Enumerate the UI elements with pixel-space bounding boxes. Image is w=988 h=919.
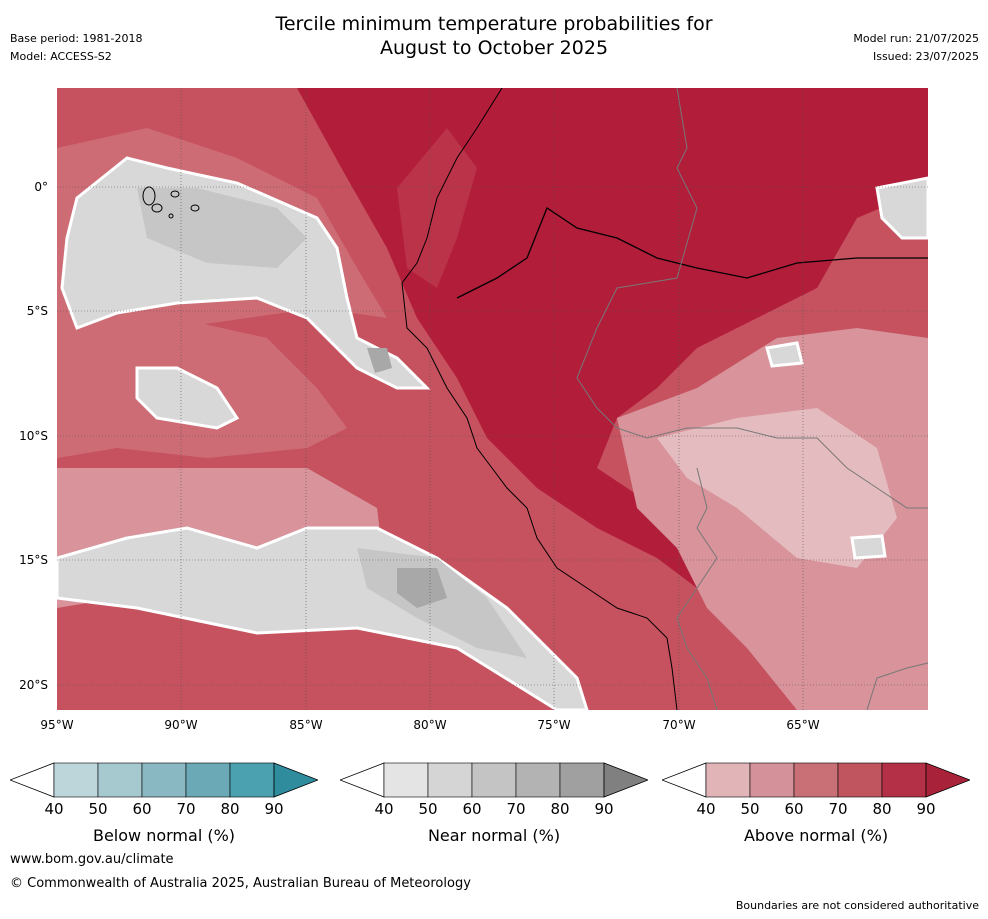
lon-label-75w: 75°W xyxy=(537,718,571,732)
colorbar-near-low-extend xyxy=(340,762,385,798)
colorbar-near-bin-5 xyxy=(559,762,605,798)
national-border-se xyxy=(866,662,928,710)
colorbar-above-tick: 70 xyxy=(828,800,848,818)
colorbar-below-tick: 40 xyxy=(44,800,64,818)
probability-map xyxy=(57,88,928,710)
colorbar-below-high-extend xyxy=(273,762,318,798)
map-svg xyxy=(57,88,928,710)
colorbar-near-tick: 50 xyxy=(418,800,438,818)
colorbar-above-bin-4 xyxy=(837,762,883,798)
lat-label-5s: 5°S xyxy=(26,304,48,318)
lat-label-0: 0° xyxy=(34,180,48,194)
colorbar-below-tick: 80 xyxy=(220,800,240,818)
lon-label-90w: 90°W xyxy=(164,718,198,732)
colorbar-below-bin-3 xyxy=(141,762,187,798)
colorbar-above-bin-3 xyxy=(793,762,839,798)
lon-label-65w: 65°W xyxy=(786,718,820,732)
colorbar-near-tick: 40 xyxy=(374,800,394,818)
colorbar-near-label: Near normal (%) xyxy=(427,826,561,845)
region-near-normal-e2 xyxy=(850,534,887,560)
colorbar-below-tick: 50 xyxy=(88,800,108,818)
meta-right: Model run: 21/07/2025 Issued: 23/07/2025 xyxy=(853,30,979,66)
national-border-north xyxy=(576,88,928,509)
colorbar-near xyxy=(340,762,648,798)
colorbar-below-bin-4 xyxy=(185,762,231,798)
colorbar-below-tick: 70 xyxy=(176,800,196,818)
region-near-normal-e1 xyxy=(765,341,804,368)
river-amazon xyxy=(456,207,928,299)
colorbar-below-label: Below normal (%) xyxy=(92,826,236,845)
chart-title: Tercile minimum temperature probabilitie… xyxy=(0,12,988,60)
colorbar-above-tick: 50 xyxy=(740,800,760,818)
colorbar-below-bin-1 xyxy=(53,762,99,798)
colorbar-near-high-extend xyxy=(603,762,648,798)
colorbar-above-bin-2 xyxy=(749,762,795,798)
website-text: www.bom.gov.au/climate xyxy=(10,852,174,867)
copyright-text: © Commonwealth of Australia 2025, Austra… xyxy=(10,876,471,891)
lon-label-70w: 70°W xyxy=(662,718,696,732)
colorbar-near-tick: 80 xyxy=(550,800,570,818)
coastline xyxy=(401,88,678,710)
meta-left: Base period: 1981-2018 Model: ACCESS-S2 xyxy=(10,30,142,66)
colorbar-above-bin-5 xyxy=(881,762,927,798)
colorbar-above-tick: 90 xyxy=(916,800,936,818)
colorbar-above-tick: 80 xyxy=(872,800,892,818)
lat-label-20s: 20°S xyxy=(19,678,48,692)
lon-label-95w: 95°W xyxy=(40,718,74,732)
region-near-60-north xyxy=(137,188,307,268)
colorbar-above-tick: 60 xyxy=(784,800,804,818)
model-run: Model run: 21/07/2025 xyxy=(853,32,979,45)
national-border-south xyxy=(676,467,718,710)
lat-label-15s: 15°S xyxy=(19,553,48,567)
colorbar-below-low-extend xyxy=(10,762,55,798)
colorbar-near-tick: 90 xyxy=(594,800,614,818)
colorbar-above-tick: 40 xyxy=(696,800,716,818)
colorbar-near-tick: 70 xyxy=(506,800,526,818)
colorbar-near-bin-1 xyxy=(383,762,429,798)
base-period: Base period: 1981-2018 xyxy=(10,32,143,45)
issued-date: Issued: 23/07/2025 xyxy=(872,50,979,63)
disclaimer-text: Boundaries are not considered authoritat… xyxy=(735,899,979,912)
region-above-70-sw xyxy=(57,608,537,710)
colorbar-near-bin-4 xyxy=(515,762,561,798)
region-near-70-north xyxy=(367,348,392,373)
lat-label-10s: 10°S xyxy=(19,429,48,443)
colorbar-near-tick: 60 xyxy=(462,800,482,818)
lon-label-85w: 85°W xyxy=(289,718,323,732)
colorbar-above-bin-1 xyxy=(705,762,751,798)
colorbar-below-bin-2 xyxy=(97,762,143,798)
title-line-2: August to October 2025 xyxy=(379,37,609,59)
region-above-80-coast xyxy=(397,128,477,288)
colorbar-near-bin-2 xyxy=(427,762,473,798)
colorbar-above-label: Above normal (%) xyxy=(743,826,889,845)
lon-label-80w: 80°W xyxy=(413,718,447,732)
gridlines xyxy=(57,88,928,710)
colorbar-near-bin-3 xyxy=(471,762,517,798)
colorbar-above xyxy=(662,762,970,798)
title-line-1: Tercile minimum temperature probabilitie… xyxy=(275,13,713,35)
region-near-70-south xyxy=(397,568,447,608)
colorbar-above-low-extend xyxy=(662,762,707,798)
colorbar-below-tick: 90 xyxy=(264,800,284,818)
colorbar-below-bin-5 xyxy=(229,762,275,798)
colorbar-below xyxy=(10,762,318,798)
galapagos-islands xyxy=(142,186,200,219)
model-name: Model: ACCESS-S2 xyxy=(10,50,112,63)
colorbar-below-tick: 60 xyxy=(132,800,152,818)
region-above-40-east xyxy=(657,408,897,568)
region-near-normal-ne xyxy=(875,176,928,240)
region-near-normal-islet xyxy=(135,366,240,430)
colorbar-above-high-extend xyxy=(925,762,970,798)
